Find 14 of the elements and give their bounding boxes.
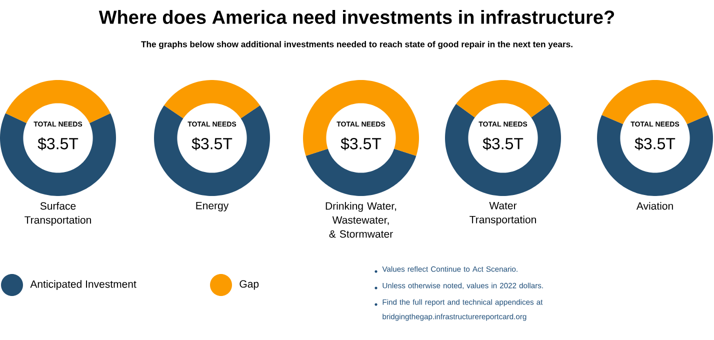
text: $3.5T bbox=[482, 137, 524, 150]
text: Water Transportation bbox=[470, 202, 536, 226]
text: Surface Transportation bbox=[24, 202, 91, 226]
text: $3.5T bbox=[634, 137, 676, 150]
text: The graphs below show additional investments needed to reach state of good repair in the next ten years. bbox=[141, 40, 572, 50]
text: Aviation bbox=[636, 202, 673, 210]
text: Drinking Water, Wastewater, & Stormwater bbox=[326, 202, 396, 238]
text: $3.5T bbox=[38, 137, 78, 150]
text: Energy bbox=[196, 202, 229, 212]
legend-label: Anticipated Investment bbox=[30, 280, 136, 290]
text: $3.5T bbox=[340, 137, 382, 150]
text: $3.5T bbox=[192, 137, 232, 150]
legend-label: Gap bbox=[240, 280, 259, 290]
text: Where does America need investments in infrastructure? bbox=[98, 10, 614, 24]
